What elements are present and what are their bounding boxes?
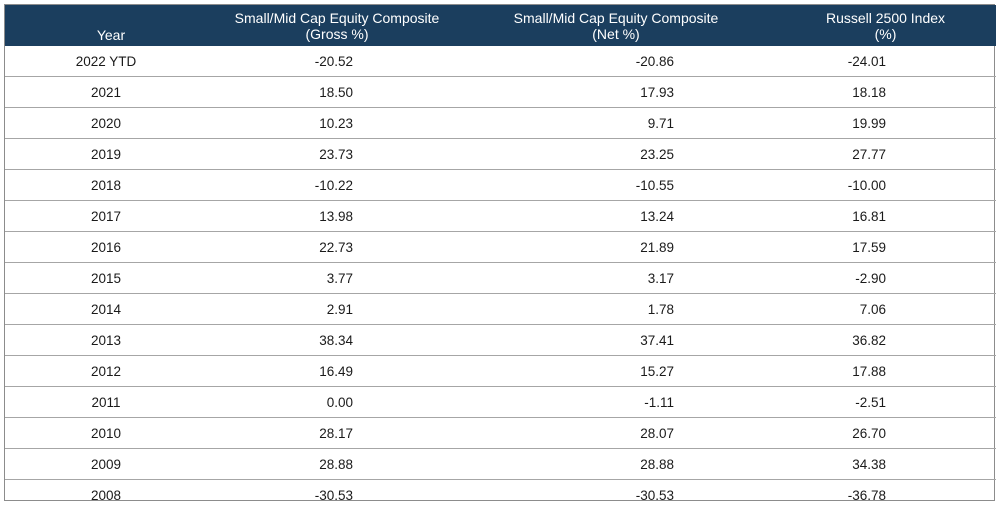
cell-gross: 0.00 [217, 387, 457, 418]
cell-year: 2008 [5, 480, 217, 510]
cell-gross: 28.88 [217, 449, 457, 480]
returns-table: Year Small/Mid Cap Equity Composite (Gro… [5, 5, 996, 510]
cell-year: 2009 [5, 449, 217, 480]
cell-year: 2017 [5, 201, 217, 232]
cell-index: -24.01 [775, 46, 996, 77]
cell-year: 2011 [5, 387, 217, 418]
cell-year: 2012 [5, 356, 217, 387]
header-net: Small/Mid Cap Equity Composite (Net %) [457, 5, 775, 46]
cell-index: -10.00 [775, 170, 996, 201]
cell-year: 2018 [5, 170, 217, 201]
header-gross-line2: (Gross %) [217, 26, 457, 42]
cell-index: 7.06 [775, 294, 996, 325]
cell-index: 34.38 [775, 449, 996, 480]
header-index: Russell 2500 Index (%) [775, 5, 996, 46]
header-net-line1: Small/Mid Cap Equity Composite [457, 10, 775, 26]
cell-net: 3.17 [457, 263, 775, 294]
cell-gross: 28.17 [217, 418, 457, 449]
cell-index: -2.90 [775, 263, 996, 294]
cell-year: 2019 [5, 139, 217, 170]
cell-year: 2022 YTD [5, 46, 217, 77]
cell-gross: 18.50 [217, 77, 457, 108]
cell-net: 37.41 [457, 325, 775, 356]
cell-index: 16.81 [775, 201, 996, 232]
performance-table: Year Small/Mid Cap Equity Composite (Gro… [4, 4, 995, 501]
cell-gross: -30.53 [217, 480, 457, 510]
table-row: 2018-10.22-10.55-10.00 [5, 170, 996, 201]
cell-gross: 22.73 [217, 232, 457, 263]
cell-net: -10.55 [457, 170, 775, 201]
cell-gross: 16.49 [217, 356, 457, 387]
header-row: Year Small/Mid Cap Equity Composite (Gro… [5, 5, 996, 46]
cell-gross: 2.91 [217, 294, 457, 325]
cell-gross: 13.98 [217, 201, 457, 232]
cell-index: 26.70 [775, 418, 996, 449]
cell-index: 27.77 [775, 139, 996, 170]
cell-index: 36.82 [775, 325, 996, 356]
cell-index: 19.99 [775, 108, 996, 139]
cell-gross: 23.73 [217, 139, 457, 170]
header-gross-line1: Small/Mid Cap Equity Composite [217, 10, 457, 26]
cell-year: 2014 [5, 294, 217, 325]
header-net-line2: (Net %) [457, 26, 775, 42]
header-year: Year [5, 5, 217, 46]
cell-year: 2021 [5, 77, 217, 108]
cell-index: 17.88 [775, 356, 996, 387]
table-header: Year Small/Mid Cap Equity Composite (Gro… [5, 5, 996, 46]
cell-year: 2010 [5, 418, 217, 449]
cell-year: 2015 [5, 263, 217, 294]
cell-index: -36.78 [775, 480, 996, 510]
table-row: 2008-30.53-30.53-36.78 [5, 480, 996, 510]
cell-gross: 10.23 [217, 108, 457, 139]
header-index-line2: (%) [775, 26, 996, 42]
cell-gross: 3.77 [217, 263, 457, 294]
cell-gross: -20.52 [217, 46, 457, 77]
header-gross: Small/Mid Cap Equity Composite (Gross %) [217, 5, 457, 46]
table-row: 2022 YTD-20.52-20.86-24.01 [5, 46, 996, 77]
cell-gross: 38.34 [217, 325, 457, 356]
cell-net: -1.11 [457, 387, 775, 418]
cell-index: 18.18 [775, 77, 996, 108]
cell-net: 1.78 [457, 294, 775, 325]
cell-net: 13.24 [457, 201, 775, 232]
cell-net: 28.07 [457, 418, 775, 449]
cell-net: 9.71 [457, 108, 775, 139]
header-index-line1: Russell 2500 Index [775, 10, 996, 26]
cell-net: -30.53 [457, 480, 775, 510]
cell-year: 2016 [5, 232, 217, 263]
cell-gross: -10.22 [217, 170, 457, 201]
cell-net: 28.88 [457, 449, 775, 480]
cell-index: -2.51 [775, 387, 996, 418]
cell-year: 2013 [5, 325, 217, 356]
cell-net: 21.89 [457, 232, 775, 263]
cell-year: 2020 [5, 108, 217, 139]
cell-net: 17.93 [457, 77, 775, 108]
cell-net: 23.25 [457, 139, 775, 170]
cell-net: 15.27 [457, 356, 775, 387]
cell-net: -20.86 [457, 46, 775, 77]
cell-index: 17.59 [775, 232, 996, 263]
